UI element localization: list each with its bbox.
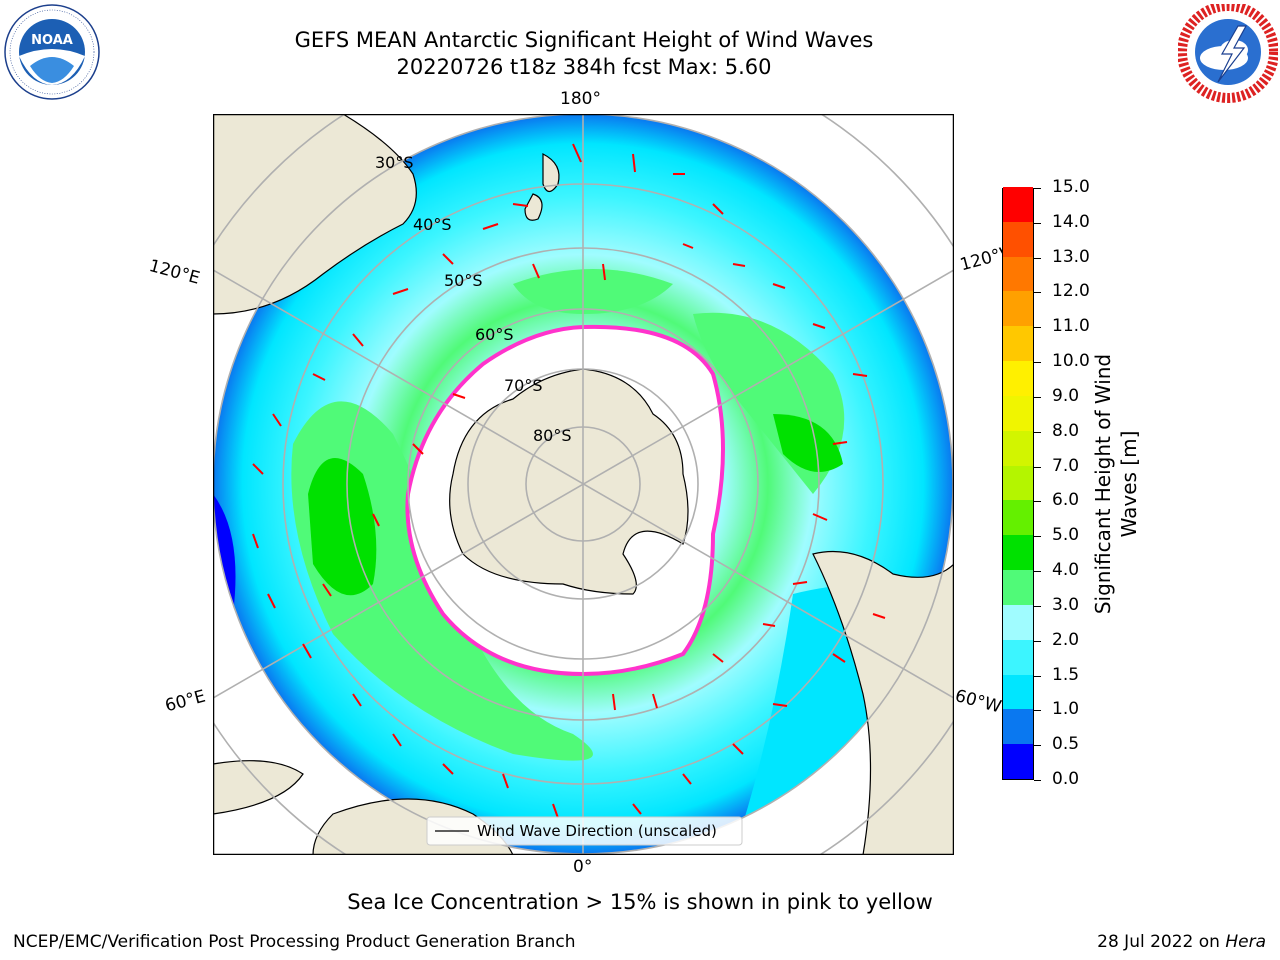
colorbar-segment: [1003, 221, 1033, 257]
polar-map: 30°S 40°S 50°S 60°S 70°S 80°S Wind Wave …: [213, 114, 954, 855]
colorbar-segment: [1003, 639, 1033, 675]
colorbar-tick-label: 8.0: [1052, 420, 1080, 441]
lon-label-0: 0°: [573, 857, 593, 877]
colorbar-segment: [1003, 326, 1033, 362]
colorbar-tick-label: 0.0: [1052, 769, 1080, 789]
colorbar-tick-label: 12.0: [1052, 281, 1090, 302]
colorbar-label-line1: Significant Height of Wind: [1091, 353, 1115, 615]
colorbar-tick-mark: [1034, 675, 1041, 677]
antarctica-landmass: [449, 368, 689, 595]
new-zealand-landmass: [524, 153, 560, 221]
colorbar-tick-label: 1.5: [1052, 664, 1080, 685]
colorbar-tick-mark: [1034, 605, 1041, 607]
colorbar-tick-mark: [1034, 327, 1041, 329]
map-legend-label: Wind Wave Direction (unscaled): [477, 822, 717, 840]
colorbar-tick-mark: [1034, 362, 1041, 364]
colorbar-tick-label: 0.5: [1052, 734, 1080, 755]
lon-label-180: 180°: [560, 89, 601, 109]
run-date: 28 Jul 2022 on Hera: [1097, 932, 1266, 952]
colorbar-tick-mark: [1034, 466, 1041, 468]
colorbar-label-line2: Waves [m]: [1117, 430, 1141, 538]
colorbar-tick-label: 6.0: [1052, 490, 1080, 511]
producer-credit: NCEP/EMC/Verification Post Processing Pr…: [13, 932, 576, 952]
colorbar-tick-mark: [1034, 396, 1041, 398]
lat-label-50s: 50°S: [444, 271, 483, 290]
colorbar-tick-mark: [1034, 222, 1041, 224]
colorbar-segment: [1003, 256, 1033, 292]
lat-label-80s: 80°S: [533, 426, 572, 445]
colorbar-tick-label: 10.0: [1052, 351, 1090, 372]
lon-label-60e: 60°E: [163, 686, 208, 717]
colorbar-tick-mark: [1034, 536, 1041, 538]
colorbar-tick-mark: [1034, 501, 1041, 503]
colorbar-tick-mark: [1034, 710, 1041, 712]
colorbar-tick-mark: [1034, 431, 1041, 433]
colorbar-tick-label: 14.0: [1052, 211, 1090, 232]
australia-landmass: [213, 114, 417, 315]
colorbar-segment: [1003, 500, 1033, 536]
colorbar-segment: [1003, 604, 1033, 640]
colorbar-tick-mark: [1034, 257, 1041, 259]
chart-subtitle: 20220726 t18z 384h fcst Max: 5.60: [396, 55, 772, 79]
colorbar-tick-label: 15.0: [1052, 177, 1090, 197]
colorbar-tick-label: 7.0: [1052, 455, 1080, 476]
colorbar-tick-label: 9.0: [1052, 385, 1080, 406]
south-america-landmass: [812, 550, 954, 855]
nws-logo: [1178, 4, 1278, 103]
svg-text:NOAA: NOAA: [31, 33, 73, 48]
colorbar-tick-label: 5.0: [1052, 525, 1080, 546]
colorbar-tick-label: 1.0: [1052, 699, 1080, 720]
colorbar-segment: [1003, 430, 1033, 466]
colorbar-tick-label: 3.0: [1052, 594, 1080, 615]
colorbar-segment: [1003, 570, 1033, 605]
colorbar-tick-label: 11.0: [1052, 316, 1090, 337]
map-legend-box: [426, 816, 743, 846]
colorbar-tick-mark: [1034, 640, 1041, 642]
colorbar-segment: [1003, 709, 1033, 745]
run-date-text: 28 Jul 2022 on: [1097, 932, 1226, 952]
colorbar-segment: [1003, 535, 1033, 571]
colorbar-tick-mark: [1034, 188, 1041, 189]
lat-label-30s: 30°S: [375, 153, 414, 172]
colorbar: [1002, 187, 1034, 780]
colorbar-tick-mark: [1034, 292, 1041, 294]
run-machine: Hera: [1225, 932, 1266, 952]
lat-label-60s: 60°S: [475, 325, 514, 344]
colorbar-tick-mark: [1034, 571, 1041, 573]
lon-label-60w: 60°W: [952, 686, 1004, 718]
colorbar-tick-mark: [1034, 745, 1041, 747]
colorbar-segment: [1003, 187, 1033, 222]
colorbar-segment: [1003, 395, 1033, 431]
colorbar-tick-label: 2.0: [1052, 629, 1080, 650]
map-frame: [213, 114, 954, 855]
chart-title: GEFS MEAN Antarctic Significant Height o…: [294, 28, 874, 52]
colorbar-segment: [1003, 674, 1033, 710]
colorbar-segment: [1003, 744, 1033, 779]
colorbar-tick-label: 13.0: [1052, 246, 1090, 267]
noaa-logo: NOAA: [4, 4, 100, 100]
colorbar-segment: [1003, 361, 1033, 396]
colorbar-segment: [1003, 465, 1033, 501]
lat-label-70s: 70°S: [504, 376, 543, 395]
wind-wave-arrows: [252, 143, 886, 819]
lat-label-40s: 40°S: [413, 215, 452, 234]
colorbar-tick-label: 4.0: [1052, 560, 1080, 581]
colorbar-label: Significant Height of Wind Waves [m]: [1090, 354, 1142, 614]
colorbar-segment: [1003, 291, 1033, 327]
colorbar-tick-mark: [1034, 780, 1041, 781]
lon-label-120e: 120°E: [146, 256, 202, 289]
sea-ice-caption: Sea Ice Concentration > 15% is shown in …: [347, 890, 933, 914]
